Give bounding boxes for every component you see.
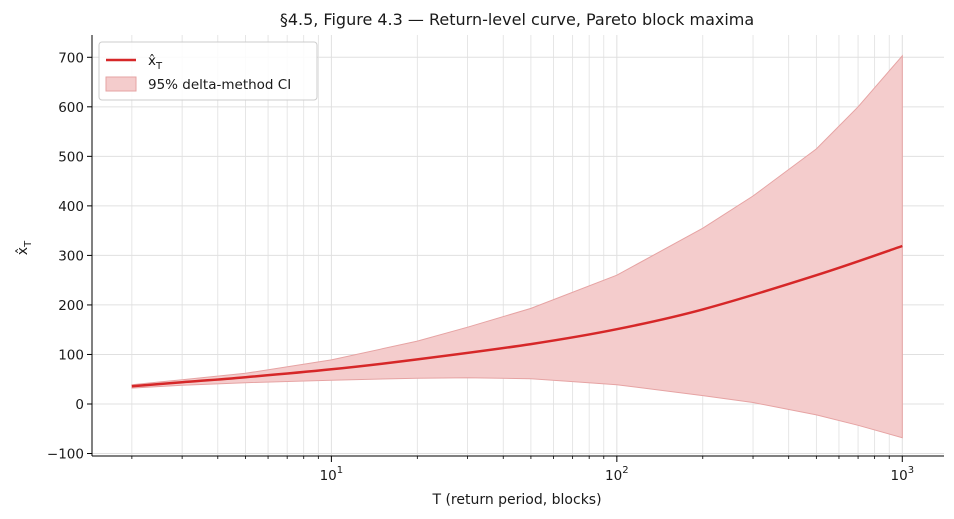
legend-frame <box>98 41 318 101</box>
x-axis-label: T (return period, blocks) <box>431 492 601 508</box>
x-tick-label: 101 <box>320 465 344 484</box>
y-axis-label-sub: T <box>23 240 34 248</box>
legend-band-label: 95% delta-method CI <box>148 77 291 93</box>
x-axis-ticks: 101 102 103 <box>131 456 915 484</box>
svg-text:x̂T: x̂T <box>15 240 34 255</box>
y-tick-label: 500 <box>58 149 84 165</box>
y-tick-label: 400 <box>58 199 84 215</box>
y-tick-label: 600 <box>58 100 84 116</box>
y-tick-label: 700 <box>58 50 84 66</box>
x-tick-label: 102 <box>605 465 629 484</box>
legend-line-label: x̂T <box>148 53 163 72</box>
y-axis-label-main: x̂ <box>15 247 31 255</box>
return-level-line <box>131 244 903 388</box>
y-tick-label: 200 <box>58 298 84 314</box>
y-tick-label: 100 <box>58 347 84 363</box>
y-axis-label: x̂T <box>15 240 34 255</box>
legend: x̂T 95% delta-method CI <box>98 41 318 101</box>
legend-band-swatch <box>105 76 137 92</box>
legend-line-label-sub: T <box>155 61 163 72</box>
x-tick-label: 103 <box>891 465 915 484</box>
y-tick-label: 300 <box>58 248 84 264</box>
confidence-band <box>131 54 903 439</box>
y-tick-label: 0 <box>75 397 84 413</box>
chart-title: §4.5, Figure 4.3 — Return-level curve, P… <box>280 10 754 29</box>
axes <box>91 35 944 457</box>
y-axis-ticks: −100 0 100 200 300 400 500 600 700 <box>47 50 92 463</box>
legend-line-label-main: x̂ <box>148 53 156 69</box>
y-tick-label: −100 <box>47 447 84 463</box>
